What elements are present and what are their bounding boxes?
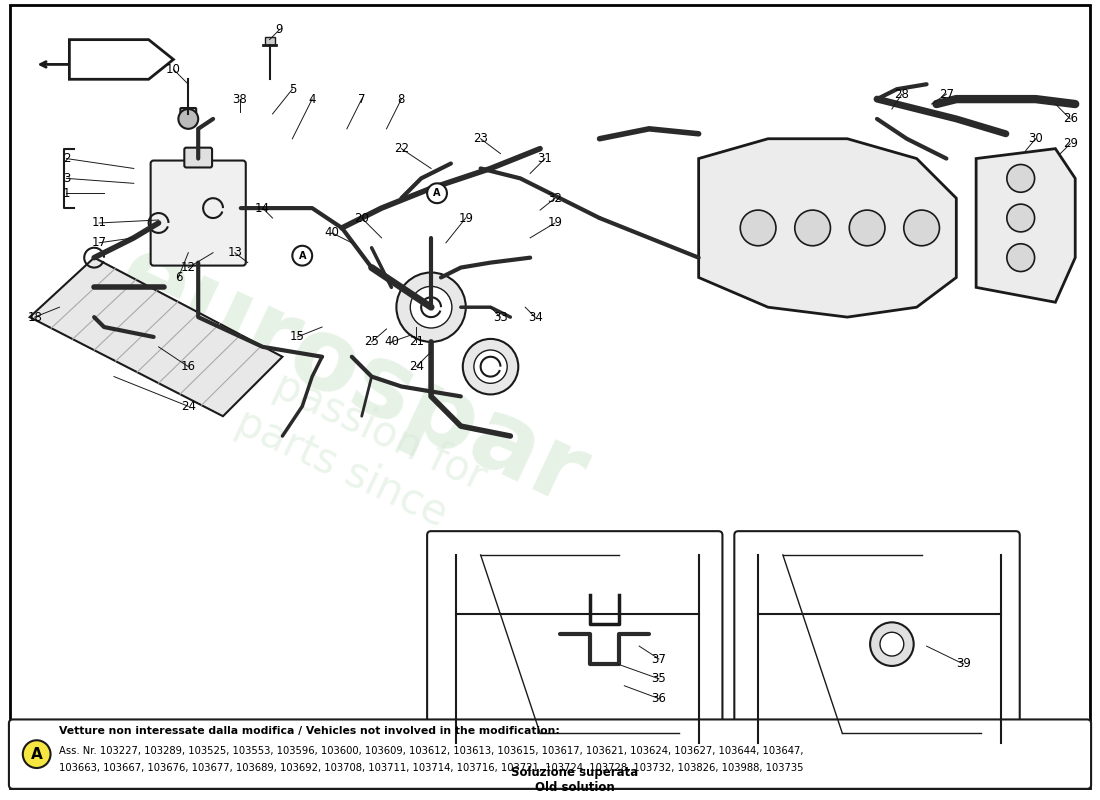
Text: 18: 18: [28, 310, 42, 324]
Circle shape: [870, 622, 914, 666]
Text: 21: 21: [409, 335, 424, 348]
FancyBboxPatch shape: [427, 531, 723, 762]
Circle shape: [396, 273, 465, 342]
Circle shape: [849, 210, 886, 246]
Text: 12: 12: [180, 261, 196, 274]
Text: 37: 37: [651, 653, 667, 666]
Text: 13: 13: [228, 246, 242, 259]
Polygon shape: [30, 258, 283, 416]
Text: Soluzione superata
Old solution: Soluzione superata Old solution: [512, 766, 638, 794]
Text: 30: 30: [1028, 132, 1043, 146]
Text: 29: 29: [1063, 137, 1078, 150]
Text: 25: 25: [364, 335, 380, 348]
Text: 32: 32: [548, 192, 562, 205]
Text: 38: 38: [232, 93, 248, 106]
Text: 40: 40: [384, 335, 399, 348]
Text: 28: 28: [894, 88, 910, 101]
FancyBboxPatch shape: [735, 531, 1020, 762]
Text: 39: 39: [956, 658, 970, 670]
Circle shape: [795, 210, 830, 246]
Text: 9: 9: [276, 23, 283, 36]
Text: 3: 3: [63, 172, 70, 185]
Text: 36: 36: [651, 692, 667, 705]
Text: 24: 24: [409, 360, 424, 373]
Text: 15: 15: [290, 330, 305, 343]
Text: 24: 24: [180, 400, 196, 413]
Text: 103663, 103667, 103676, 103677, 103689, 103692, 103708, 103711, 103714, 103716, : 103663, 103667, 103676, 103677, 103689, …: [59, 763, 804, 773]
Text: 23: 23: [473, 132, 488, 146]
Text: eurospar: eurospar: [102, 226, 601, 527]
Text: a passion for
parts since: a passion for parts since: [211, 348, 493, 544]
Circle shape: [474, 350, 507, 383]
Text: 35: 35: [651, 672, 667, 686]
Circle shape: [427, 183, 447, 203]
Text: 17: 17: [91, 236, 107, 250]
FancyBboxPatch shape: [151, 161, 245, 266]
Text: 19: 19: [459, 211, 473, 225]
Text: 19: 19: [548, 217, 562, 230]
Text: 5: 5: [288, 82, 296, 96]
Circle shape: [178, 109, 198, 129]
Text: 1: 1: [63, 186, 70, 200]
Text: 8: 8: [398, 93, 405, 106]
Circle shape: [293, 246, 312, 266]
Bar: [265, 37, 275, 45]
Circle shape: [1006, 165, 1035, 192]
Text: 7: 7: [358, 93, 365, 106]
Polygon shape: [976, 149, 1075, 302]
Text: 10: 10: [166, 63, 180, 76]
Text: 31: 31: [538, 152, 552, 165]
Circle shape: [463, 339, 518, 394]
Text: 4: 4: [308, 93, 316, 106]
Text: 20: 20: [354, 211, 370, 225]
Circle shape: [23, 740, 51, 768]
Text: A: A: [31, 746, 43, 762]
Circle shape: [410, 286, 452, 328]
Text: 27: 27: [939, 88, 954, 101]
Text: 14: 14: [255, 202, 271, 214]
Text: A: A: [433, 188, 441, 198]
Text: 26: 26: [1063, 113, 1078, 126]
Circle shape: [740, 210, 776, 246]
Text: 6: 6: [175, 271, 183, 284]
Text: 2: 2: [63, 152, 70, 165]
Text: 33: 33: [493, 310, 508, 324]
Text: 22: 22: [394, 142, 409, 155]
Text: 11: 11: [91, 217, 107, 230]
Text: Ass. Nr. 103227, 103289, 103525, 103553, 103596, 103600, 103609, 103612, 103613,: Ass. Nr. 103227, 103289, 103525, 103553,…: [59, 746, 804, 756]
Polygon shape: [698, 138, 956, 317]
Circle shape: [880, 632, 904, 656]
Text: 34: 34: [528, 310, 542, 324]
Polygon shape: [69, 40, 174, 79]
Text: Vetture non interessate dalla modifica / Vehicles not involved in the modificati: Vetture non interessate dalla modifica /…: [59, 726, 560, 736]
Circle shape: [1006, 244, 1035, 271]
Text: 40: 40: [324, 226, 340, 239]
Circle shape: [904, 210, 939, 246]
FancyBboxPatch shape: [9, 719, 1091, 789]
FancyBboxPatch shape: [185, 148, 212, 167]
Text: 16: 16: [180, 360, 196, 373]
Circle shape: [1006, 204, 1035, 232]
Text: A: A: [298, 250, 306, 261]
FancyBboxPatch shape: [180, 108, 196, 120]
